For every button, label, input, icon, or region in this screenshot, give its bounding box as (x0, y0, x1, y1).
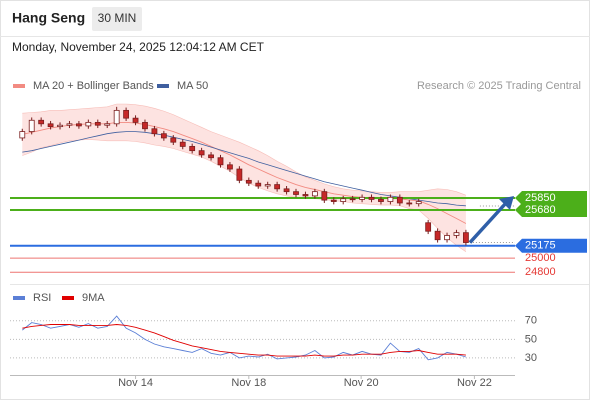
candle-body (123, 109, 130, 119)
candle-body (378, 199, 384, 202)
legend-label: MA 50 (177, 80, 208, 92)
bollinger-band (22, 104, 466, 252)
candle-body (302, 194, 309, 197)
x-tick-label: Nov 20 (344, 377, 379, 389)
candle-body (236, 168, 243, 181)
legend-swatch (13, 296, 25, 300)
candle-body (330, 199, 337, 202)
candle-body (189, 146, 196, 152)
candle-body (132, 117, 139, 123)
candle-body (340, 198, 347, 202)
ma-line (22, 131, 466, 207)
level-tag (515, 191, 587, 206)
credit: Research © 2025 Trading Central (417, 80, 581, 92)
candle-body (255, 182, 262, 187)
candle-body (227, 164, 233, 170)
legend-swatch (157, 84, 169, 88)
band-upper (22, 103, 467, 196)
candle-body (113, 109, 120, 125)
candle-body (28, 119, 35, 132)
candle-body (434, 230, 441, 241)
candle-body (368, 196, 375, 200)
indicator-line (22, 315, 467, 361)
candle-body (274, 184, 281, 190)
candle-body (415, 201, 422, 205)
candle-body (47, 123, 54, 128)
level-label: 25680 (525, 204, 556, 216)
legend-swatch (62, 296, 74, 300)
instrument-title: Hang Seng (12, 10, 85, 26)
candle-body (66, 123, 73, 126)
y-tick-label: 30 (525, 352, 537, 364)
x-tick-label: Nov 22 (457, 377, 492, 389)
legend-label: MA 20 + Bollinger Bands (33, 80, 154, 92)
level-label: 25175 (525, 240, 556, 252)
legend-swatch (13, 84, 25, 88)
band-lower (22, 139, 467, 252)
candle-body (85, 121, 92, 127)
candle-body (406, 202, 413, 205)
candle-body (208, 154, 214, 159)
candle-body (264, 184, 271, 187)
x-tick-label: Nov 18 (231, 377, 266, 389)
legend-label: RSI (33, 292, 51, 304)
level-label: 25850 (525, 192, 556, 204)
candle-body (349, 198, 356, 201)
level-tag (515, 203, 587, 218)
candle-body (198, 150, 205, 156)
candle-body (179, 141, 186, 147)
interval-label: 30 MIN (98, 11, 137, 25)
level-label: 24800 (525, 266, 556, 278)
candle-body (160, 133, 167, 139)
candle-body (425, 222, 432, 232)
candle-body (142, 121, 148, 130)
candle-body (76, 123, 82, 127)
timestamp: Monday, November 24, 2025 12:04:12 AM CE… (12, 40, 265, 54)
candle-body (19, 131, 26, 139)
forecast-arrow (468, 201, 508, 244)
candle-body (170, 137, 177, 143)
y-tick-label: 50 (525, 333, 537, 345)
legend-label: 9MA (82, 292, 105, 304)
candle-body (359, 196, 365, 200)
y-tick-label: 70 (525, 315, 537, 327)
candle-body (104, 123, 111, 126)
candle-body (38, 119, 45, 125)
candle-body (453, 232, 460, 236)
candle-body (245, 179, 252, 184)
candle-body (283, 188, 290, 193)
forecast-arrowhead (499, 196, 514, 210)
x-tick-label: Nov 14 (118, 377, 153, 389)
candle-body (57, 124, 63, 128)
candle-body (217, 157, 224, 166)
level-tag (515, 238, 587, 253)
candle-body (387, 196, 394, 202)
level-label: 25000 (525, 252, 556, 264)
candle-body (293, 191, 299, 195)
candle-body (463, 232, 469, 243)
interval-button[interactable] (92, 7, 142, 31)
candle-body (94, 121, 101, 126)
candle-body (321, 191, 328, 201)
candle-body (151, 128, 158, 135)
candle-body (396, 196, 403, 204)
candle-body (311, 191, 318, 197)
indicator-line (22, 324, 466, 357)
candle-body (444, 235, 450, 241)
